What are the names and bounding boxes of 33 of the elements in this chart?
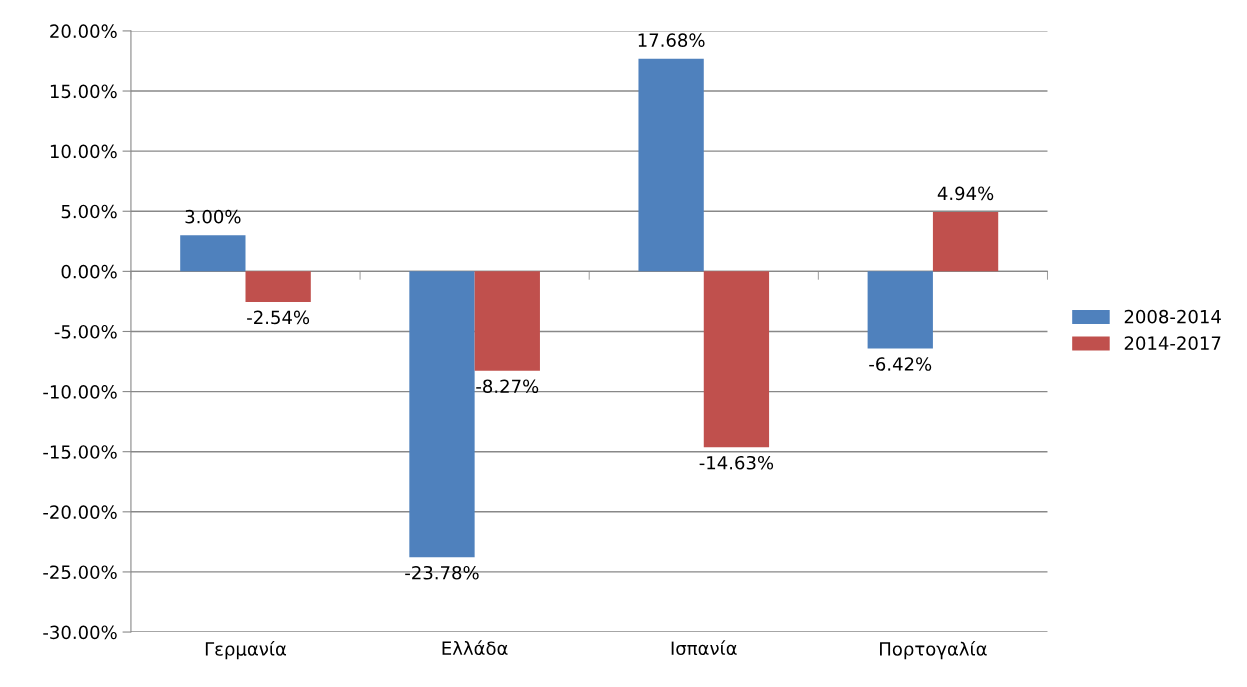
legend-label: 2014-2017 — [1124, 336, 1221, 350]
y-tick-label: -30.00% — [43, 625, 117, 640]
y-tick-label: -25.00% — [43, 565, 117, 580]
data-label: -14.63% — [699, 455, 774, 470]
bar — [703, 271, 770, 448]
y-tick-label: 20.00% — [50, 24, 117, 39]
data-label: -6.42% — [869, 357, 932, 371]
data-label: 17.68% — [638, 33, 705, 47]
bar — [638, 58, 704, 272]
y-tick-label: 15.00% — [50, 84, 117, 99]
bar — [474, 271, 540, 371]
x-tick-label: Ισπανία — [671, 640, 737, 656]
bar — [867, 271, 933, 349]
y-tick-label: 0.00% — [61, 264, 117, 279]
bar — [932, 211, 999, 272]
bar — [180, 235, 246, 272]
legend-label: 2008-2014 — [1124, 309, 1221, 324]
x-tick-label: Ελλάδα — [442, 640, 508, 656]
data-label: -8.27% — [476, 379, 539, 394]
data-label: -23.78% — [405, 565, 479, 580]
bar — [245, 271, 311, 302]
x-tick-label: Πορτογαλία — [880, 641, 987, 660]
y-tick-label: -5.00% — [54, 324, 117, 339]
y-tick-label: 10.00% — [50, 144, 117, 159]
x-tick-label: Γερμανία — [205, 641, 287, 660]
y-tick-label: -15.00% — [43, 445, 117, 459]
bar — [409, 271, 475, 558]
data-label: 3.00% — [185, 209, 241, 224]
y-tick-label: -20.00% — [43, 505, 117, 519]
data-label: -2.54% — [247, 310, 310, 325]
data-label: 4.94% — [937, 186, 994, 201]
y-tick-label: -10.00% — [43, 385, 117, 399]
y-tick-label: 5.00% — [61, 204, 117, 219]
